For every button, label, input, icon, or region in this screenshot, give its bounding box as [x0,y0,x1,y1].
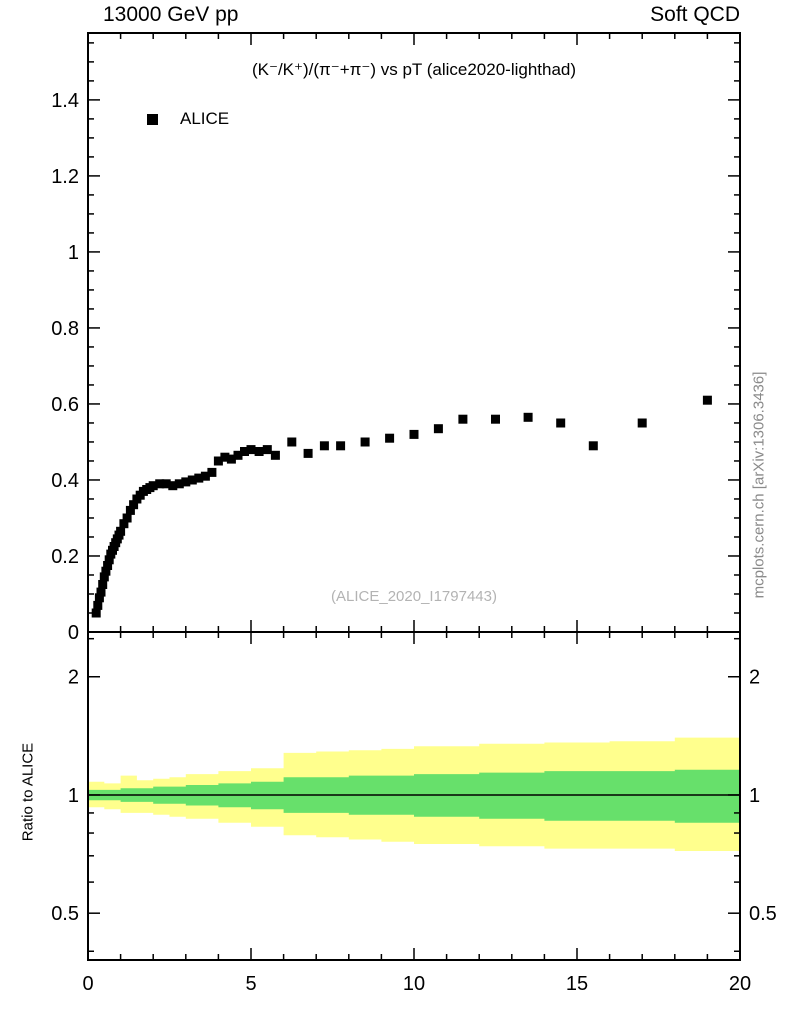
tick-label: 1.2 [51,166,79,188]
ratio-axis-title: Ratio to ALICE [19,742,37,842]
data-point-marker [233,450,243,460]
data-point-marker [174,479,184,489]
tick-label: 0 [82,973,93,995]
legend: ALICE [147,109,229,129]
data-point-marker [96,587,106,597]
ratio-frame [87,631,741,961]
data-point-marker [226,454,236,464]
data-point-marker [254,447,264,456]
tick-label: 0.5 [749,903,777,925]
data-point-marker [155,479,165,489]
data-point-marker [129,500,139,510]
tick-label: 15 [566,973,588,995]
data-point-marker [409,429,419,439]
tick-label: 20 [729,973,751,995]
tick-label: 0.4 [51,470,79,492]
tick-label: 1 [68,785,79,807]
data-point-marker [213,456,223,466]
data-point-marker [94,593,104,603]
tick-label: 0 [68,622,79,644]
data-point-marker [491,414,500,424]
tick-label: 10 [403,973,425,995]
data-point-marker [187,475,197,485]
data-point-marker [119,519,129,529]
tick-label: 2 [749,667,760,689]
data-point-marker [220,452,230,462]
data-point-marker [93,600,103,610]
data-point-marker [287,437,297,447]
data-point-marker [588,441,598,451]
data-point-marker [385,433,395,443]
data-point-marker [262,445,272,455]
data-point-marker [336,441,346,451]
data-point-marker [433,424,443,434]
data-point-marker [246,445,256,455]
data-point-marker [207,467,217,477]
data-point-marker [99,572,109,582]
data-point-marker [122,513,132,523]
data-point-marker [319,441,329,451]
data-point-marker [303,448,313,458]
data-point-marker [91,608,101,618]
tick-label: 5 [245,973,256,995]
tick-label: 0.2 [51,546,79,568]
tick-label: 0.6 [51,394,79,416]
mcplots-arxiv-side-label: mcplots.cern.ch [arXiv:1306.3436] [750,371,768,599]
data-point-marker [556,418,566,428]
data-point-marker [240,447,249,456]
tick-label: 1.4 [51,90,79,112]
data-point-marker [98,580,108,589]
tick-label: 0.5 [51,903,79,925]
inner-uncertainty-band [88,769,740,823]
alice-data-points [91,395,712,618]
data-point-marker [161,479,171,489]
data-point-marker [148,481,158,491]
legend-label-alice: ALICE [180,109,230,128]
tick-labels: 00.20.40.60.811.21.40.5 0.51 12 20 5 10 15 20 [51,90,777,995]
tick-label: 1 [749,785,760,807]
tick-label: 2 [68,667,79,689]
data-point-marker [125,505,135,515]
tick-label: 1 [68,242,79,264]
data-point-marker [637,418,647,428]
data-point-marker [194,473,204,483]
tick-label: 0.8 [51,318,79,340]
data-point-marker [104,555,114,565]
data-point-marker [702,395,712,405]
ratio-bands [88,737,740,851]
analysis-id-watermark: (ALICE_2020_I1797443) [331,588,497,605]
data-point-marker [116,526,126,536]
beam-energy-label: 13000 GeV pp [103,3,239,26]
data-point-marker [101,566,111,576]
data-point-marker [181,477,191,487]
plot-title: (K⁻/K⁺)/(π⁻+π⁻) vs pT (alice2020-lightha… [251,60,577,79]
data-point-marker [270,450,280,460]
data-point-marker [360,437,370,447]
alice-square-marker-icon [147,113,158,125]
data-point-marker [168,481,178,491]
data-point-marker [458,414,468,424]
process-group-label: Soft QCD [650,3,740,26]
data-point-marker [103,561,113,570]
data-point-marker [523,412,533,422]
data-point-marker [200,471,210,481]
